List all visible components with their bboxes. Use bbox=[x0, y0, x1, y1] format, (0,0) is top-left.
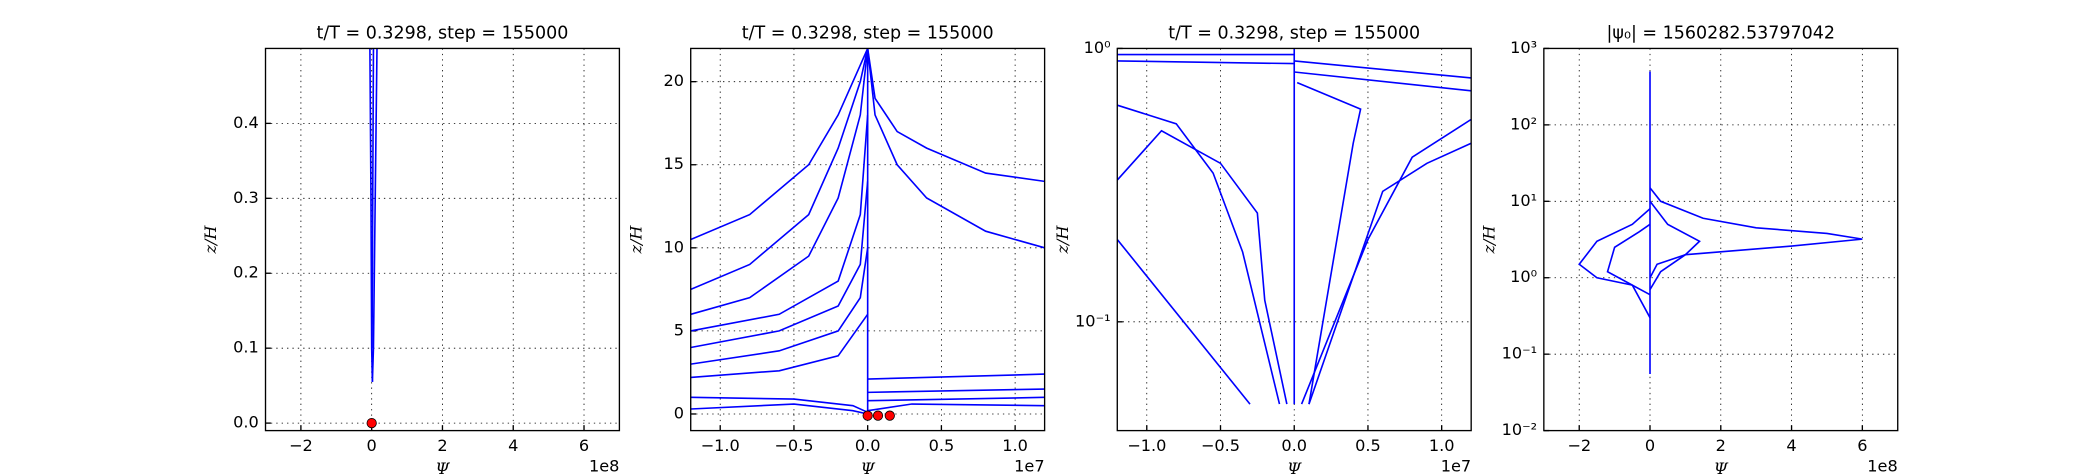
y-axis-label: z/H bbox=[1480, 225, 1499, 255]
x-tick-label: 0 bbox=[1645, 436, 1655, 455]
line bbox=[1308, 142, 1472, 405]
line bbox=[1117, 129, 1288, 405]
y-tick-label: 0 bbox=[674, 403, 684, 422]
line bbox=[1117, 104, 1281, 405]
x-tick-label: −1.0 bbox=[1127, 436, 1166, 455]
y-tick-label: 10⁰ bbox=[1084, 38, 1111, 57]
offset-text: 1e8 bbox=[1867, 456, 1897, 475]
line bbox=[1300, 118, 1472, 405]
y-tick-label: 10⁻¹ bbox=[1075, 311, 1111, 330]
line bbox=[690, 48, 869, 241]
offset-text: 1e7 bbox=[1014, 456, 1044, 475]
line bbox=[1578, 208, 1651, 296]
chart-title: |ψ₀| = 1560282.53797042 bbox=[1607, 24, 1836, 44]
y-tick-label: 0.3 bbox=[233, 188, 259, 207]
line bbox=[866, 48, 1045, 183]
x-tick-label: 0.0 bbox=[855, 436, 881, 455]
y-tick-label: 5 bbox=[674, 320, 684, 339]
x-axis-label: Ψ bbox=[1287, 459, 1302, 475]
line bbox=[1117, 239, 1251, 405]
x-tick-label: 4 bbox=[508, 436, 518, 455]
plot-area bbox=[690, 48, 1045, 421]
x-tick-label: −2 bbox=[1567, 436, 1591, 455]
y-tick-label: 10¹ bbox=[1510, 191, 1537, 210]
y-tick-label: 10⁻¹ bbox=[1502, 344, 1538, 363]
x-tick-label: 2 bbox=[1716, 436, 1726, 455]
plot-area bbox=[366, 48, 378, 429]
x-tick-label: −2 bbox=[289, 436, 313, 455]
line bbox=[690, 313, 869, 379]
line bbox=[1294, 60, 1472, 79]
line bbox=[371, 48, 378, 382]
y-tick-label: 10⁻² bbox=[1502, 420, 1538, 439]
line bbox=[690, 181, 869, 349]
line bbox=[690, 48, 869, 316]
line bbox=[1296, 81, 1362, 405]
x-axis-label: Ψ bbox=[435, 459, 450, 475]
line bbox=[1606, 223, 1651, 319]
line bbox=[1294, 71, 1472, 92]
x-tick-label: 0.0 bbox=[1281, 436, 1307, 455]
x-axis-label: Ψ bbox=[1714, 459, 1729, 475]
y-axis-label: z/H bbox=[626, 225, 645, 255]
offset-text: 1e7 bbox=[1441, 456, 1471, 475]
x-tick-label: −1.0 bbox=[701, 436, 740, 455]
point bbox=[366, 417, 377, 429]
y-tick-label: 15 bbox=[663, 154, 684, 173]
line bbox=[867, 388, 1045, 394]
y-tick-label: 10 bbox=[663, 237, 684, 256]
axes-frame bbox=[1543, 47, 1899, 432]
x-tick-label: 1.0 bbox=[1002, 436, 1028, 455]
y-tick-label: 20 bbox=[663, 71, 684, 90]
line bbox=[866, 48, 1045, 249]
line bbox=[690, 247, 869, 365]
point bbox=[872, 410, 884, 421]
line bbox=[867, 403, 1045, 412]
axes-frame bbox=[690, 47, 1046, 432]
point bbox=[884, 410, 895, 421]
y-tick-label: 0.0 bbox=[233, 413, 259, 432]
x-tick-label: 0 bbox=[367, 436, 377, 455]
axes-frame bbox=[1116, 47, 1472, 432]
line bbox=[690, 403, 868, 415]
line bbox=[690, 396, 869, 414]
line bbox=[1117, 60, 1295, 65]
axes-frame bbox=[264, 47, 621, 432]
x-tick-label: 6 bbox=[579, 436, 589, 455]
line bbox=[1649, 200, 1701, 290]
chart-title: t/T = 0.3298, step = 155000 bbox=[742, 24, 994, 44]
x-tick-label: 4 bbox=[1786, 436, 1796, 455]
y-tick-label: 10² bbox=[1510, 114, 1537, 133]
y-tick-label: 0.4 bbox=[233, 113, 259, 132]
line bbox=[867, 396, 1045, 402]
x-tick-label: −0.5 bbox=[1201, 436, 1240, 455]
chart-title: t/T = 0.3298, step = 155000 bbox=[1168, 24, 1420, 44]
line bbox=[369, 48, 374, 382]
plot-area bbox=[1117, 48, 1472, 405]
x-tick-label: 2 bbox=[437, 436, 447, 455]
line bbox=[371, 48, 375, 349]
x-tick-label: 6 bbox=[1857, 436, 1867, 455]
plot-area bbox=[1578, 71, 1863, 375]
line bbox=[690, 48, 869, 291]
y-tick-label: 0.2 bbox=[233, 263, 259, 282]
x-tick-label: −0.5 bbox=[774, 436, 813, 455]
chart-title: t/T = 0.3298, step = 155000 bbox=[317, 24, 569, 44]
x-axis-label: Ψ bbox=[861, 459, 876, 475]
x-tick-label: 1.0 bbox=[1429, 436, 1455, 455]
y-tick-label: 10⁰ bbox=[1510, 267, 1537, 286]
y-axis-label: z/H bbox=[201, 225, 220, 255]
x-tick-label: 0.5 bbox=[929, 436, 955, 455]
y-tick-label: 0.1 bbox=[233, 338, 259, 357]
line bbox=[690, 114, 869, 332]
offset-text: 1e8 bbox=[589, 456, 619, 475]
y-axis-label: z/H bbox=[1053, 225, 1072, 255]
y-tick-label: 10³ bbox=[1510, 38, 1537, 57]
line bbox=[1649, 187, 1863, 279]
line bbox=[867, 373, 1045, 380]
point bbox=[862, 410, 873, 421]
x-tick-label: 0.5 bbox=[1355, 436, 1381, 455]
